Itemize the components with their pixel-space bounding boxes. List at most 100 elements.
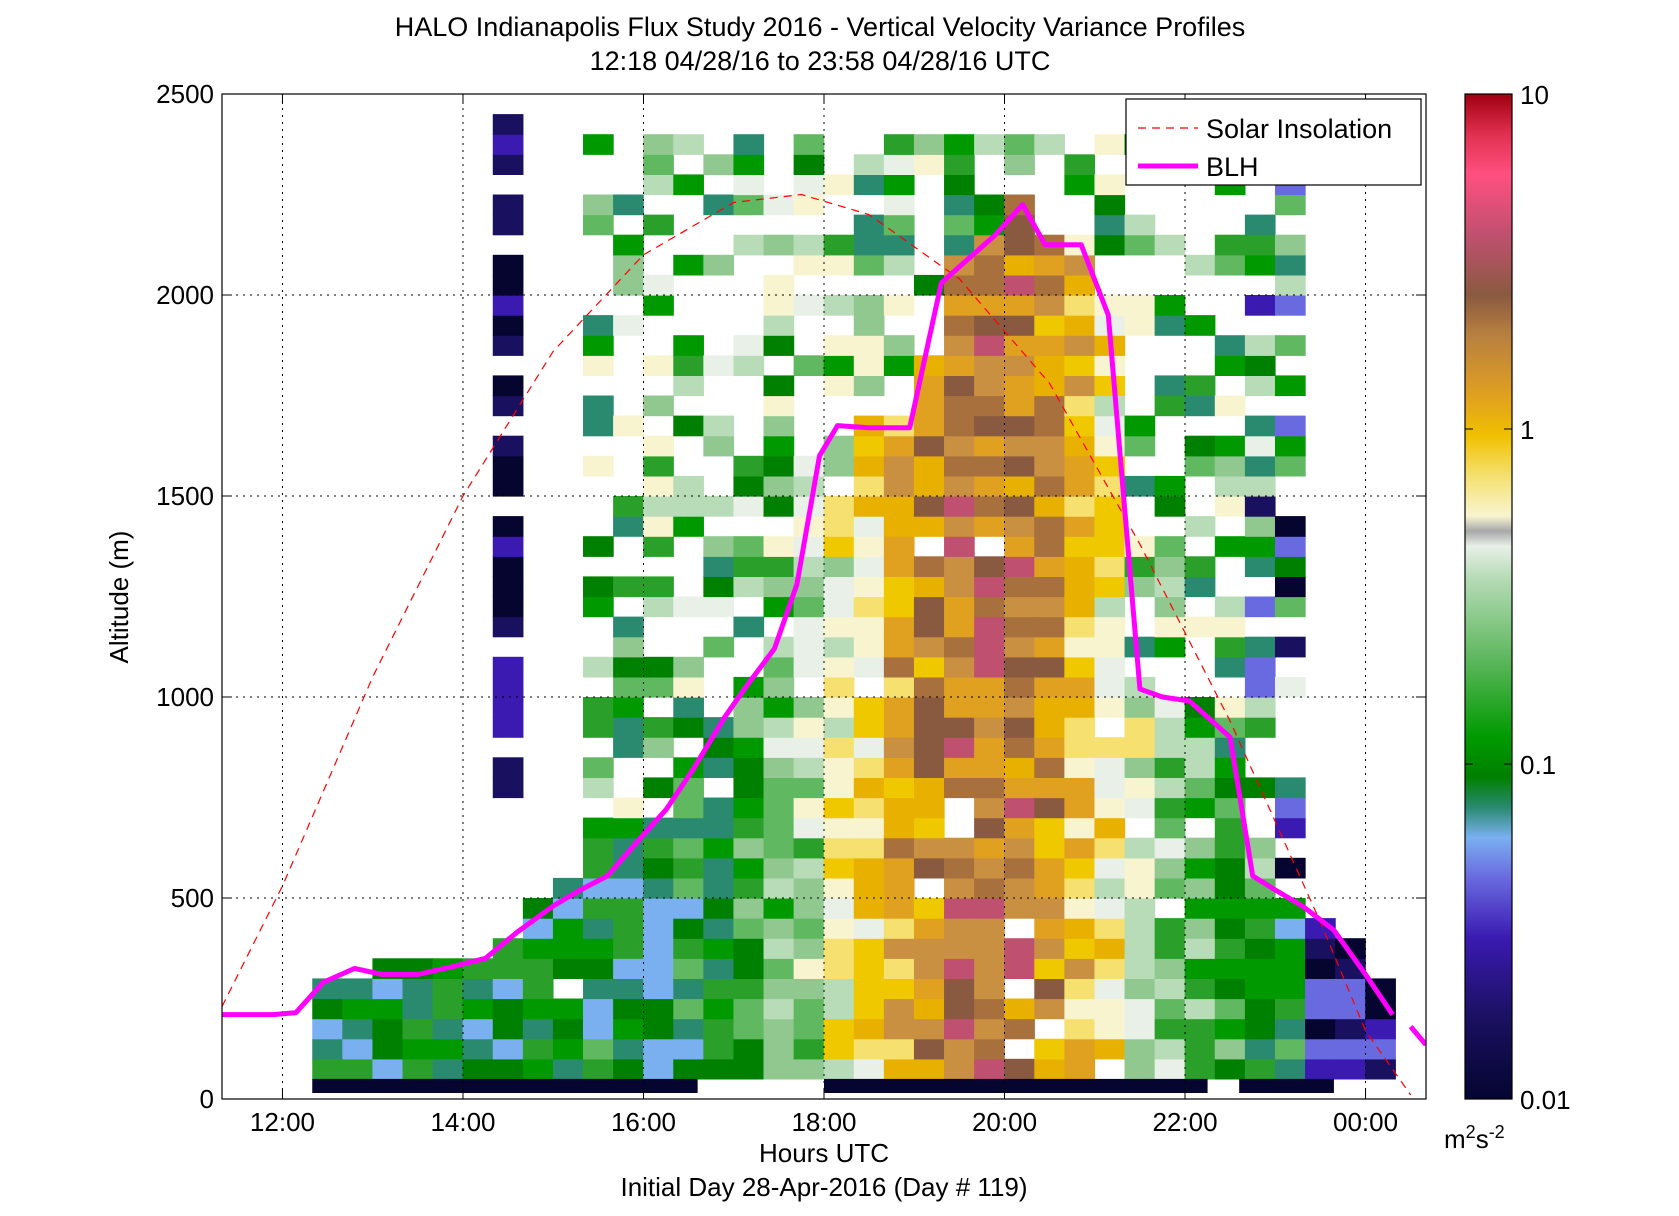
heatmap-cell bbox=[1184, 375, 1216, 397]
heatmap-cell bbox=[703, 556, 735, 577]
heatmap-cell bbox=[883, 475, 915, 497]
heatmap-cell bbox=[733, 556, 765, 577]
heatmap-cell bbox=[1305, 1038, 1336, 1060]
heatmap-cell bbox=[1124, 536, 1156, 557]
heatmap-cell bbox=[913, 1058, 945, 1080]
heatmap-cell bbox=[342, 998, 374, 1020]
heatmap-cell bbox=[823, 717, 855, 738]
colorbar-gradient bbox=[1464, 93, 1513, 1100]
heatmap-cell bbox=[673, 676, 704, 698]
heatmap-cell bbox=[853, 315, 885, 336]
heatmap-cell bbox=[522, 938, 554, 959]
heatmap-cell bbox=[763, 1058, 795, 1080]
heatmap-cell bbox=[1034, 335, 1065, 356]
heatmap-cell bbox=[853, 516, 885, 537]
heatmap-cell bbox=[1274, 676, 1306, 698]
heatmap-cell bbox=[1034, 536, 1065, 557]
heatmap-cell bbox=[733, 335, 765, 356]
heatmap-cell bbox=[823, 938, 855, 959]
heatmap-cell bbox=[853, 857, 885, 879]
heatmap-cell bbox=[643, 877, 674, 899]
heatmap-cell bbox=[1154, 918, 1186, 939]
heatmap-cell bbox=[733, 576, 765, 598]
y-tick-label: 500 bbox=[171, 883, 214, 913]
heatmap-cell bbox=[492, 114, 524, 135]
heatmap-cell bbox=[1274, 415, 1306, 437]
heatmap-cell bbox=[974, 837, 1005, 859]
heatmap-cell bbox=[793, 174, 825, 196]
heatmap-cell bbox=[1214, 697, 1246, 718]
heatmap-cell bbox=[913, 274, 945, 296]
heatmap-cell bbox=[733, 837, 765, 859]
heatmap-cell bbox=[643, 737, 674, 758]
heatmap-cell bbox=[643, 676, 674, 698]
legend: Solar Insolation BLH bbox=[1125, 98, 1422, 186]
heatmap-cell bbox=[944, 697, 975, 718]
heatmap-cell bbox=[1004, 355, 1035, 376]
heatmap-cell bbox=[462, 1018, 494, 1040]
heatmap-cell bbox=[1004, 797, 1035, 819]
heatmap-cell bbox=[853, 717, 885, 738]
heatmap-cell bbox=[522, 978, 554, 1000]
heatmap-cell bbox=[944, 274, 975, 296]
heatmap-cell bbox=[492, 455, 524, 477]
heatmap-cell bbox=[1184, 797, 1216, 819]
heatmap-cell bbox=[913, 576, 945, 598]
heatmap-cell bbox=[492, 676, 524, 698]
heatmap-cell bbox=[1064, 154, 1096, 175]
heatmap-cell bbox=[703, 978, 735, 1000]
heatmap-cell bbox=[944, 676, 975, 698]
heatmap-cell bbox=[823, 958, 855, 979]
heatmap-cell bbox=[763, 857, 795, 879]
heatmap-cell bbox=[522, 958, 554, 979]
heatmap-cell bbox=[974, 295, 1005, 316]
heatmap-cell bbox=[1004, 254, 1035, 276]
heatmap-cell bbox=[1214, 475, 1246, 497]
heatmap-cell bbox=[583, 134, 614, 155]
heatmap-cell bbox=[673, 717, 704, 738]
heatmap-cell bbox=[613, 1058, 644, 1080]
heatmap-cell bbox=[703, 596, 735, 618]
heatmap-cell bbox=[1064, 616, 1096, 638]
heatmap-cell bbox=[552, 1038, 584, 1060]
heatmap-cell bbox=[613, 918, 644, 939]
heatmap-cell bbox=[1124, 777, 1156, 799]
heatmap-cell bbox=[703, 918, 735, 939]
heatmap-cell bbox=[643, 978, 674, 1000]
heatmap-cell bbox=[1214, 837, 1246, 859]
heatmap-cell bbox=[733, 938, 765, 959]
heatmap-cell bbox=[793, 938, 825, 959]
heatmap-cell bbox=[1335, 978, 1366, 1000]
heatmap-cell bbox=[1004, 536, 1035, 557]
heatmap-cell bbox=[733, 134, 765, 155]
heatmap-cell bbox=[522, 1058, 554, 1080]
heatmap-cell bbox=[883, 737, 915, 758]
heatmap-cell bbox=[1244, 375, 1276, 397]
heatmap-cell bbox=[793, 596, 825, 618]
heatmap-cell bbox=[883, 1058, 915, 1080]
heatmap-cell bbox=[974, 857, 1005, 879]
heatmap-cell bbox=[944, 516, 975, 537]
heatmap-cell bbox=[944, 355, 975, 376]
heatmap-cell bbox=[823, 898, 855, 919]
heatmap-cell bbox=[1214, 234, 1246, 256]
heatmap-cell bbox=[492, 556, 524, 577]
heatmap-cell bbox=[1004, 697, 1035, 718]
heatmap-cell bbox=[853, 918, 885, 939]
heatmap-cell bbox=[944, 455, 975, 477]
heatmap-cell bbox=[763, 817, 795, 839]
heatmap-cell bbox=[793, 737, 825, 758]
heatmap-cell bbox=[944, 1038, 975, 1060]
heatmap-cell bbox=[1004, 395, 1035, 417]
heatmap-cell bbox=[763, 717, 795, 738]
heatmap-cell bbox=[974, 475, 1005, 497]
heatmap-cell bbox=[974, 978, 1005, 1000]
heatmap-cell bbox=[944, 395, 975, 417]
heatmap-cell bbox=[1124, 214, 1156, 236]
heatmap-cell bbox=[1064, 938, 1096, 959]
heatmap-cell bbox=[643, 395, 674, 417]
heatmap-cell bbox=[913, 1038, 945, 1060]
heatmap-cell bbox=[703, 254, 735, 276]
heatmap-cell bbox=[913, 596, 945, 618]
colorbar-unit-s: s bbox=[1476, 1124, 1489, 1154]
